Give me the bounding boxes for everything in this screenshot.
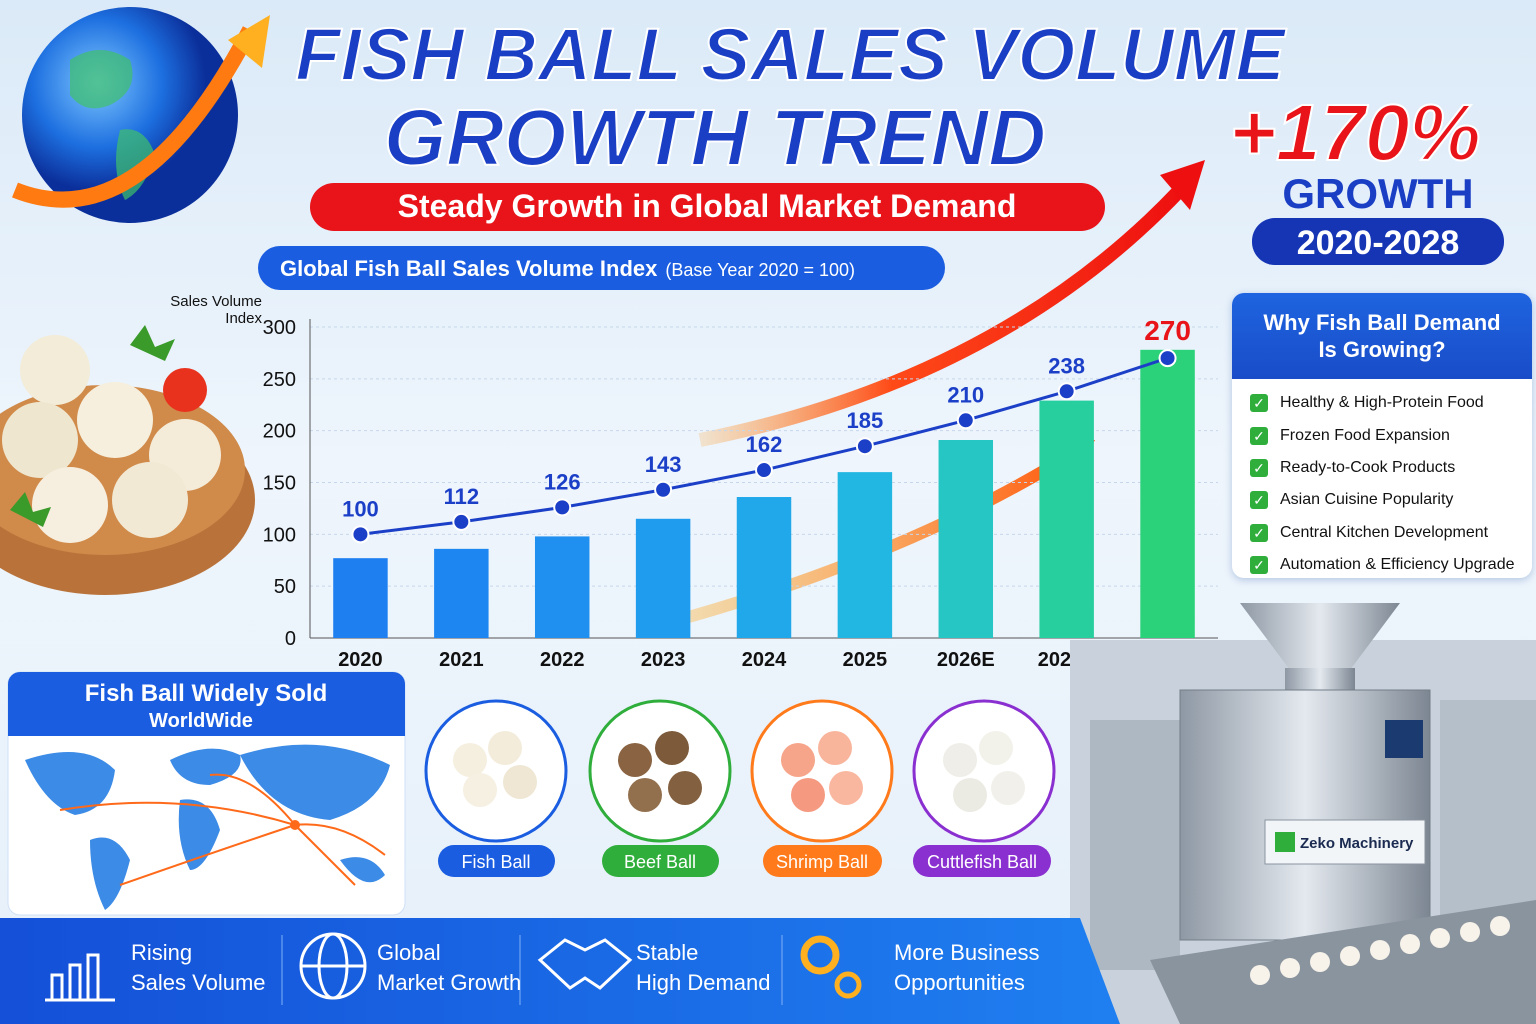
line-point (755, 461, 773, 480)
growth-period: 2020-2028 (1297, 224, 1460, 262)
feature-text: More Business (894, 940, 1040, 965)
line-point (1057, 382, 1076, 401)
product-label: Beef Ball (624, 852, 696, 872)
feature-text: Sales Volume (131, 970, 266, 995)
title: GROWTH TREND (384, 93, 1046, 182)
reasons-panel: Why Fish Ball Demand Is Growing? Healthy… (1232, 293, 1532, 578)
line-point (855, 437, 874, 456)
x-tick-label: 2020 (338, 649, 383, 671)
product-pill (438, 845, 555, 877)
bar (736, 497, 792, 638)
bottom-bar (0, 918, 1120, 1024)
reason-item: Frozen Food Expansion (1250, 419, 1532, 451)
x-tick-label: 2025 (843, 649, 888, 671)
line-point (452, 512, 471, 531)
trend-arrow (698, 185, 1186, 447)
chart-title: Global Fish Ball Sales Volume Index (Base… (280, 256, 855, 281)
line-point (1158, 349, 1177, 368)
arrow-head (1160, 160, 1205, 210)
data-label: 162 (746, 432, 783, 457)
growth-percent: +170% (1229, 88, 1480, 177)
reasons-title: Why Fish Ball Demand Is Growing? (1232, 293, 1532, 379)
title: FISH BALL SALES VOLUME (295, 13, 1287, 96)
product-label: Cuttlefish Ball (927, 852, 1037, 872)
bar (434, 548, 489, 638)
feature-text: Global (377, 940, 441, 965)
product-label: Shrimp Ball (776, 852, 868, 872)
reason-item: Central Kitchen Development (1250, 517, 1532, 549)
reason-item: Asian Cuisine Popularity (1250, 484, 1532, 516)
bar (837, 472, 893, 638)
feature-text: Opportunities (894, 970, 1025, 995)
product-pill (763, 845, 882, 877)
feature-text: Market Growth (377, 970, 521, 995)
x-tick-label: 2021 (439, 649, 484, 671)
line-point (351, 525, 370, 544)
feature-icons (45, 932, 862, 1002)
line-point (553, 498, 572, 517)
line-point (654, 480, 673, 499)
machine-image: Zeko Machinery (1070, 603, 1536, 1024)
x-tick-label: 2022 (540, 649, 585, 671)
feature-text: Rising (131, 940, 192, 965)
fish-ball-bowl (0, 325, 255, 595)
subtitle-pill (310, 183, 1105, 231)
bar (938, 439, 994, 638)
data-label: 100 (342, 496, 379, 521)
growth-label: GROWTH (1282, 170, 1473, 217)
y-tick-label: 300 (263, 317, 296, 339)
subtitle: Steady Growth in Global Market Demand (398, 188, 1017, 224)
world-title: Fish Ball Widely Sold (85, 680, 327, 707)
data-label: 126 (544, 469, 581, 494)
bar (333, 558, 388, 638)
reason-item: Automation & Efficiency Upgrade (1250, 549, 1532, 578)
y-tick-label: 250 (263, 369, 296, 391)
y-tick-label: 150 (263, 473, 296, 495)
reasons-list: Healthy & High-Protein FoodFrozen Food E… (1232, 387, 1532, 578)
product-pill (602, 845, 719, 877)
reason-item: Healthy & High-Protein Food (1250, 387, 1532, 419)
feature-text: Stable (636, 940, 698, 965)
bar (1140, 349, 1195, 638)
data-label: 270 (1144, 315, 1191, 346)
world-panel: Fish Ball Widely Sold WorldWide (7, 671, 406, 916)
y-tick-label: 100 (263, 524, 296, 546)
x-tick-label: 2023 (641, 649, 686, 671)
globe-icon (12, 7, 270, 223)
bar (1039, 400, 1094, 638)
reason-item: Ready-to-Cook Products (1250, 452, 1532, 484)
feature-text: High Demand (636, 970, 771, 995)
period-pill (1252, 218, 1504, 265)
data-label: 210 (947, 382, 984, 407)
product-pill (913, 845, 1051, 877)
x-tick-label: 2024 (742, 649, 787, 671)
y-axis-label: Sales Volume Index (170, 293, 262, 327)
product-images (424, 699, 1056, 843)
bar (534, 536, 590, 638)
y-tick-label: 50 (274, 576, 296, 598)
data-label: 185 (847, 408, 884, 433)
chart-title-pill (258, 246, 945, 290)
bar (635, 518, 691, 638)
data-label: 112 (444, 484, 480, 509)
y-tick-label: 200 (263, 421, 296, 443)
machine-brand: Zeko Machinery (1300, 835, 1414, 852)
data-label: 143 (645, 452, 682, 477)
x-tick-label: 2026E (937, 649, 995, 671)
line-point (956, 411, 975, 430)
world-subtitle: WorldWide (149, 710, 253, 732)
y-tick-label: 0 (285, 628, 296, 650)
chart: 0 50 100 150 200 250 300 2020 2021 2022 2023 2024 20… (263, 315, 1218, 671)
product-label: Fish Ball (461, 852, 530, 872)
data-label: 238 (1048, 353, 1085, 378)
